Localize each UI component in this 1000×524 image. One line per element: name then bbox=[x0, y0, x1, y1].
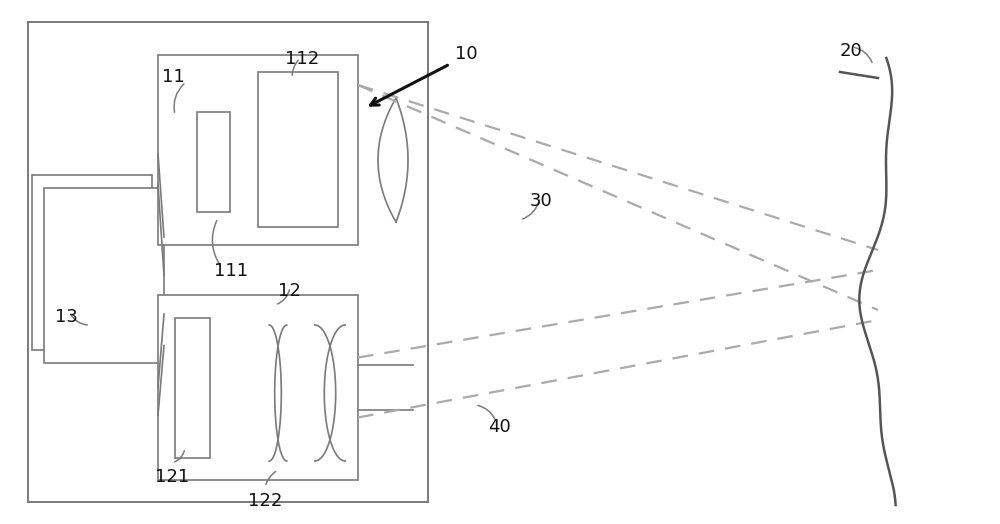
Text: 112: 112 bbox=[285, 50, 319, 68]
Text: 11: 11 bbox=[162, 68, 185, 86]
Text: 30: 30 bbox=[530, 192, 553, 210]
Text: 121: 121 bbox=[155, 468, 189, 486]
Bar bbox=[158, 55, 358, 245]
Bar bbox=[258, 72, 338, 227]
Text: 111: 111 bbox=[214, 262, 248, 280]
Bar bbox=[175, 318, 210, 458]
Bar bbox=[28, 22, 428, 502]
Text: 13: 13 bbox=[55, 308, 78, 326]
Bar bbox=[44, 188, 164, 363]
Bar bbox=[158, 295, 358, 480]
Text: 40: 40 bbox=[488, 418, 511, 436]
Text: 122: 122 bbox=[248, 492, 282, 510]
Text: 10: 10 bbox=[455, 45, 478, 63]
Bar bbox=[32, 175, 152, 350]
Text: 20: 20 bbox=[840, 42, 863, 60]
Text: 12: 12 bbox=[278, 282, 301, 300]
Bar bbox=[197, 112, 230, 212]
